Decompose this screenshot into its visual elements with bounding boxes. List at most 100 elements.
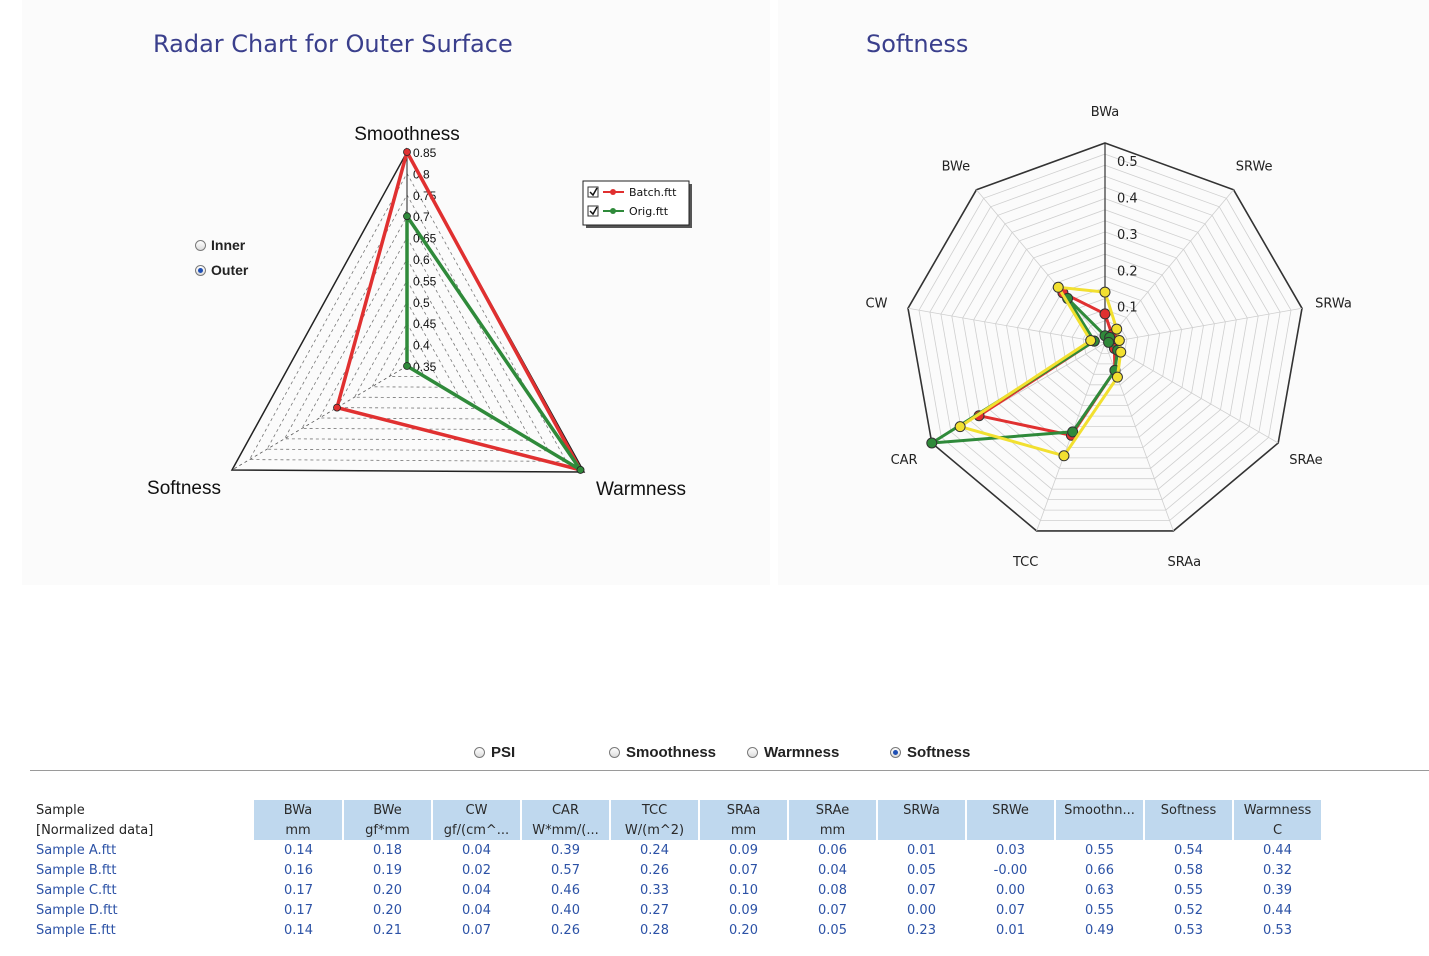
column-header[interactable]: Smoothn... — [1055, 800, 1145, 820]
table-cell: 0.09 — [729, 902, 758, 918]
radio-outer-label: Outer — [211, 262, 249, 278]
table-row[interactable]: Sample D.ftt 0.17 0.20 0.04 0.40 0.27 0.09 0.07… — [32, 900, 1322, 920]
chart-legend: Batch.ftt Orig.ftt — [582, 180, 692, 228]
column-header[interactable]: TCC — [610, 800, 700, 820]
column-unit — [1055, 820, 1145, 840]
data-point — [1115, 346, 1127, 358]
table-row[interactable]: Sample B.ftt 0.16 0.19 0.02 0.57 0.26 0.07 0.04… — [32, 860, 1322, 880]
radio-warmness[interactable]: Warmness — [747, 744, 839, 761]
table-row[interactable]: Sample C.ftt 0.17 0.20 0.04 0.46 0.33 0.10 0.08… — [32, 880, 1322, 900]
column-header[interactable]: BWe — [343, 800, 433, 820]
table-cell: 0.28 — [640, 922, 669, 938]
radio-inner-indicator — [195, 239, 206, 251]
column-header[interactable]: CW — [432, 800, 522, 820]
table-cell: 0.39 — [551, 842, 580, 858]
axis-label: CAR — [891, 453, 918, 468]
table-cell: 0.58 — [1174, 862, 1203, 878]
radio-smoothness-label: Smoothness — [626, 744, 717, 761]
column-unit: mm — [699, 820, 789, 840]
legend-item-orig[interactable]: Orig.ftt — [587, 205, 669, 218]
legend-checkbox-batch[interactable] — [587, 186, 599, 198]
table-cell: 0.20 — [373, 902, 402, 918]
row-label-normalized: [Normalized data] — [36, 822, 154, 838]
legend-item-batch[interactable]: Batch.ftt — [587, 186, 677, 199]
table-cell: 0.01 — [996, 922, 1025, 938]
data-point — [1067, 426, 1079, 438]
grid-ring — [918, 153, 1292, 521]
table-cell: -0.00 — [993, 862, 1028, 878]
radio-softness-label: Softness — [907, 744, 971, 761]
column-unit: mm — [788, 820, 878, 840]
column-header[interactable]: SRAa — [699, 800, 789, 820]
table-cell: 0.32 — [1263, 862, 1292, 878]
data-point — [1103, 336, 1115, 348]
table-cell: 0.17 — [284, 902, 313, 918]
tick-label: 0.6 — [413, 253, 430, 267]
radio-softness[interactable]: Softness — [890, 744, 970, 761]
grid-ring — [353, 300, 461, 399]
data-point — [1111, 371, 1123, 383]
table-cell: 0.23 — [907, 922, 936, 938]
right-chart-title: Softness — [866, 30, 969, 58]
grid-ring — [973, 209, 1237, 469]
grid-ring — [907, 142, 1303, 532]
radio-inner[interactable]: Inner — [195, 234, 248, 256]
column-header[interactable]: SRWa — [877, 800, 967, 820]
table-cell: 0.49 — [1085, 922, 1114, 938]
radio-smoothness[interactable]: Smoothness — [609, 744, 716, 761]
table-cell: 0.18 — [373, 842, 402, 858]
grid-ring — [336, 279, 479, 409]
grid-ring — [301, 236, 514, 431]
axis-label: SRAe — [1289, 453, 1322, 468]
column-unit: mm — [254, 820, 344, 840]
column-header[interactable]: SRWe — [966, 800, 1056, 820]
table-cell: 0.16 — [284, 862, 313, 878]
table-cell: 0.10 — [729, 882, 758, 898]
sample-name-cell[interactable]: Sample D.ftt — [36, 902, 118, 918]
table-cell: 0.07 — [729, 862, 758, 878]
table-cell: 0.55 — [1174, 882, 1203, 898]
tick-label: 0.35 — [413, 360, 437, 374]
radio-outer[interactable]: Outer — [195, 259, 248, 281]
data-point — [1099, 308, 1111, 320]
left-chart-title: Radar Chart for Outer Surface — [153, 30, 513, 58]
table-cell: 0.57 — [551, 862, 580, 878]
sample-name-cell[interactable]: Sample E.ftt — [36, 922, 116, 938]
radio-softness-indicator — [890, 747, 901, 758]
column-header[interactable]: SRAe — [788, 800, 878, 820]
data-point — [954, 421, 966, 433]
radio-psi-indicator — [474, 747, 485, 758]
radio-psi[interactable]: PSI — [474, 744, 515, 761]
table-cell: 0.24 — [640, 842, 669, 858]
tick-label: 0.3 — [1117, 228, 1138, 243]
axis-label: SRWe — [1236, 159, 1273, 174]
table-cell: 0.26 — [551, 922, 580, 938]
column-header[interactable]: BWa — [254, 800, 344, 820]
column-header[interactable]: Warmness — [1233, 800, 1323, 820]
table-cell: 0.27 — [640, 902, 669, 918]
axis-label: SRWa — [1315, 297, 1352, 312]
sample-name-cell[interactable]: Sample C.ftt — [36, 882, 117, 898]
column-header[interactable]: CAR — [521, 800, 611, 820]
grid-ring — [951, 186, 1259, 490]
table-cell: 0.07 — [907, 882, 936, 898]
data-point — [1111, 323, 1123, 335]
column-header[interactable]: Softness — [1144, 800, 1234, 820]
grid-ring — [984, 220, 1226, 459]
axis-label-softness: Softness — [147, 478, 221, 499]
table-row[interactable]: Sample E.ftt 0.14 0.21 0.07 0.26 0.28 0.20 0.05… — [32, 920, 1322, 940]
data-point — [403, 212, 411, 221]
table-cell: 0.26 — [640, 862, 669, 878]
table-cell: 0.04 — [462, 882, 491, 898]
sample-name-cell[interactable]: Sample B.ftt — [36, 862, 117, 878]
sample-name-cell[interactable]: Sample A.ftt — [36, 842, 117, 858]
legend-checkbox-orig[interactable] — [587, 205, 599, 217]
column-unit: W*mm/(... — [521, 820, 611, 840]
table-cell: 0.07 — [818, 902, 847, 918]
table-unit-row: [Normalized data] mm gf*mm gf/(cm^... W*… — [32, 820, 1323, 840]
axis-line — [231, 365, 408, 471]
table-row[interactable]: Sample A.ftt 0.14 0.18 0.04 0.39 0.24 0.09 0.06… — [32, 840, 1322, 860]
table-cell: 0.55 — [1085, 902, 1114, 918]
axis-label: CW — [866, 297, 888, 312]
axis-label: BWe — [942, 159, 971, 174]
